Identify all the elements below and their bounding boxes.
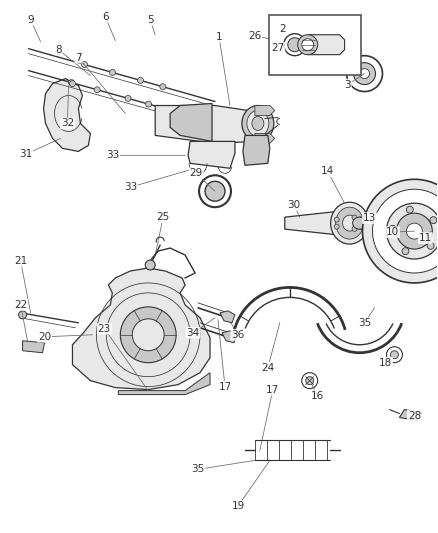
- Polygon shape: [243, 135, 270, 165]
- Circle shape: [132, 319, 164, 351]
- Circle shape: [427, 243, 434, 249]
- Ellipse shape: [252, 117, 264, 131]
- Polygon shape: [255, 133, 275, 143]
- Polygon shape: [72, 268, 210, 390]
- Circle shape: [386, 203, 438, 259]
- Circle shape: [306, 377, 314, 385]
- Ellipse shape: [336, 207, 364, 239]
- Circle shape: [19, 311, 27, 319]
- Polygon shape: [222, 331, 237, 343]
- Circle shape: [390, 351, 399, 359]
- Polygon shape: [155, 106, 258, 143]
- Text: 18: 18: [379, 358, 392, 368]
- Circle shape: [363, 221, 368, 225]
- Text: 5: 5: [147, 15, 154, 25]
- Polygon shape: [118, 373, 210, 394]
- Text: 17: 17: [266, 385, 279, 394]
- Circle shape: [120, 307, 176, 362]
- Text: 33: 33: [124, 182, 137, 192]
- Text: 10: 10: [386, 227, 399, 237]
- Text: 1: 1: [215, 32, 223, 42]
- Ellipse shape: [331, 202, 368, 244]
- Text: 8: 8: [55, 45, 62, 55]
- Circle shape: [396, 213, 432, 249]
- Text: 33: 33: [106, 150, 119, 160]
- Circle shape: [406, 206, 413, 213]
- Polygon shape: [170, 103, 212, 141]
- Text: 2: 2: [279, 24, 286, 34]
- Circle shape: [145, 101, 152, 107]
- Polygon shape: [220, 311, 235, 323]
- Polygon shape: [308, 35, 345, 55]
- Polygon shape: [399, 409, 421, 421]
- Ellipse shape: [288, 38, 302, 52]
- Text: 34: 34: [187, 328, 200, 338]
- FancyBboxPatch shape: [269, 15, 360, 75]
- Circle shape: [70, 80, 75, 86]
- Text: 14: 14: [321, 166, 334, 176]
- Text: 35: 35: [358, 318, 371, 328]
- Text: 17: 17: [219, 382, 232, 392]
- Polygon shape: [285, 211, 350, 235]
- Circle shape: [389, 225, 396, 232]
- Polygon shape: [360, 217, 384, 229]
- Ellipse shape: [302, 39, 314, 51]
- Text: 21: 21: [14, 256, 27, 266]
- Ellipse shape: [242, 106, 274, 141]
- Circle shape: [406, 223, 422, 239]
- Circle shape: [145, 260, 155, 270]
- Text: 26: 26: [248, 31, 261, 41]
- Text: 36: 36: [231, 330, 244, 340]
- Text: 3: 3: [344, 79, 351, 90]
- Text: 35: 35: [191, 464, 205, 474]
- Text: 25: 25: [156, 212, 170, 222]
- Polygon shape: [188, 141, 235, 168]
- Circle shape: [352, 215, 357, 220]
- Circle shape: [160, 84, 166, 90]
- Circle shape: [110, 69, 116, 76]
- Circle shape: [334, 217, 339, 222]
- Circle shape: [360, 69, 370, 78]
- Circle shape: [402, 248, 409, 255]
- Text: 32: 32: [61, 118, 74, 128]
- Circle shape: [430, 216, 437, 224]
- Text: 27: 27: [271, 43, 284, 53]
- Text: 24: 24: [261, 362, 275, 373]
- Text: 13: 13: [363, 213, 376, 223]
- Text: 11: 11: [419, 233, 432, 243]
- Circle shape: [138, 77, 143, 83]
- Text: 29: 29: [190, 168, 203, 179]
- Circle shape: [125, 95, 131, 101]
- Circle shape: [94, 87, 100, 93]
- Text: 9: 9: [27, 15, 34, 25]
- Text: 22: 22: [14, 300, 27, 310]
- Ellipse shape: [298, 35, 318, 55]
- Ellipse shape: [343, 215, 357, 231]
- Text: 20: 20: [38, 332, 51, 342]
- Circle shape: [363, 179, 438, 283]
- Polygon shape: [255, 106, 275, 116]
- Text: 23: 23: [98, 324, 111, 334]
- Circle shape: [81, 61, 88, 68]
- Circle shape: [352, 227, 357, 231]
- Ellipse shape: [353, 217, 367, 229]
- Text: 19: 19: [231, 501, 244, 511]
- Text: 6: 6: [102, 12, 109, 22]
- Circle shape: [353, 63, 375, 85]
- Circle shape: [205, 181, 225, 201]
- Text: 28: 28: [408, 410, 421, 421]
- Ellipse shape: [247, 110, 269, 136]
- Polygon shape: [43, 78, 90, 151]
- Text: 16: 16: [311, 391, 324, 401]
- Circle shape: [372, 189, 438, 273]
- Text: 31: 31: [19, 149, 32, 159]
- Polygon shape: [23, 341, 45, 353]
- Circle shape: [334, 224, 339, 229]
- Circle shape: [68, 79, 74, 86]
- Text: 30: 30: [287, 200, 300, 210]
- Text: 7: 7: [75, 53, 82, 63]
